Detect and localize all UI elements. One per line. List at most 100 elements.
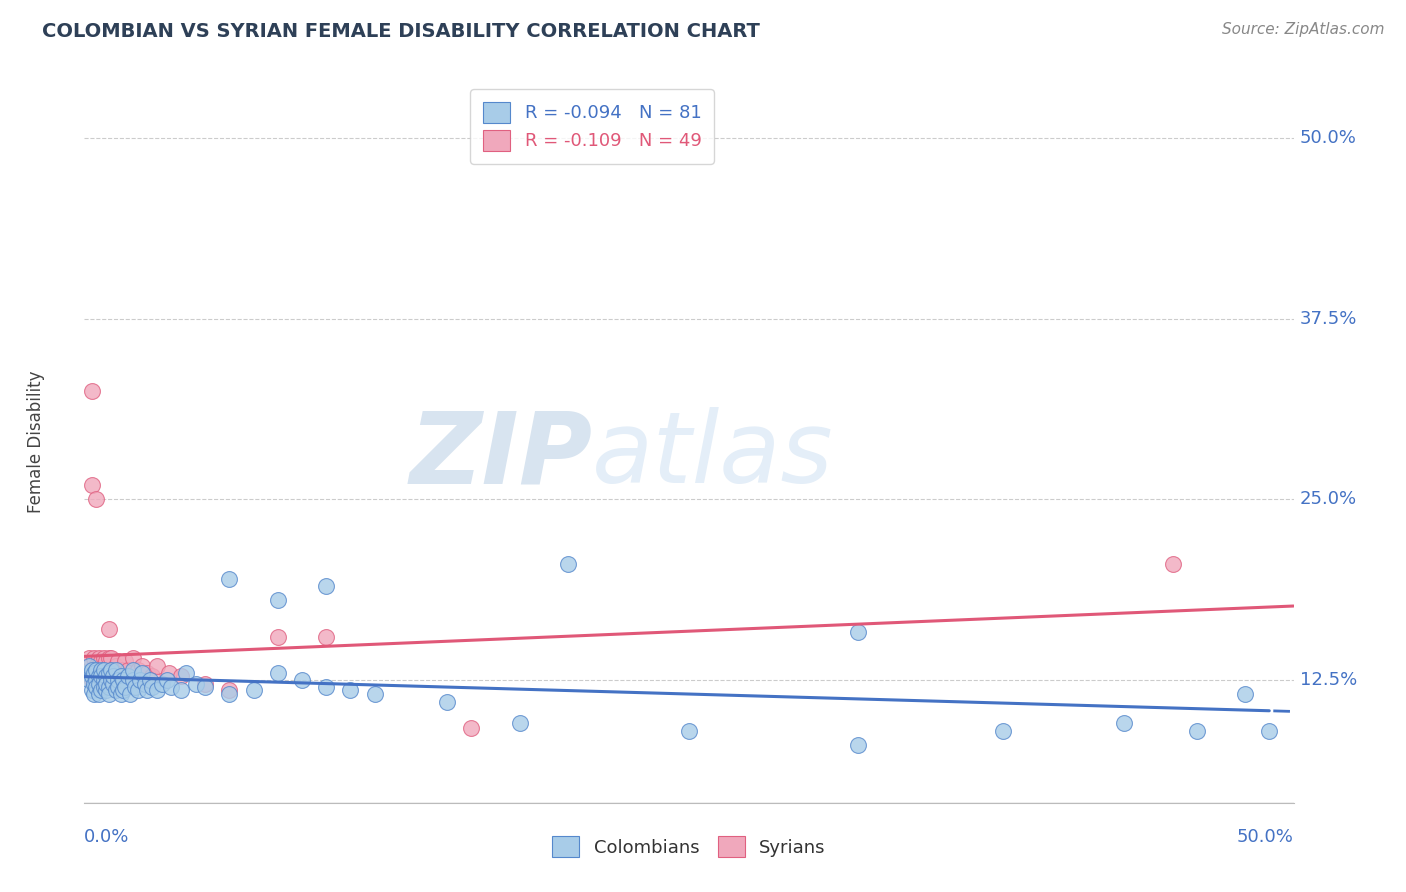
- Point: [90, 668, 112, 682]
- Point: [80, 384, 103, 398]
- Point: [76, 658, 98, 673]
- Text: COLOMBIAN VS SYRIAN FEMALE DISABILITY CORRELATION CHART: COLOMBIAN VS SYRIAN FEMALE DISABILITY CO…: [42, 22, 761, 41]
- Point: [846, 625, 869, 640]
- Point: [146, 658, 169, 673]
- Point: [97, 687, 120, 701]
- Point: [103, 668, 125, 682]
- Point: [103, 663, 125, 677]
- Point: [83, 651, 105, 665]
- Point: [80, 668, 103, 682]
- Point: [136, 665, 159, 680]
- Point: [77, 665, 100, 680]
- Point: [93, 680, 115, 694]
- Point: [131, 658, 153, 673]
- Point: [87, 687, 110, 701]
- Point: [83, 668, 105, 682]
- Point: [155, 673, 177, 687]
- Point: [291, 673, 314, 687]
- Point: [87, 663, 110, 677]
- Point: [100, 663, 122, 677]
- Point: [87, 673, 110, 687]
- Point: [363, 687, 385, 701]
- Point: [1114, 716, 1136, 731]
- Point: [678, 723, 700, 738]
- Point: [121, 651, 143, 665]
- Point: [97, 668, 120, 682]
- Text: 0.0%: 0.0%: [84, 828, 129, 846]
- Point: [121, 663, 143, 677]
- Text: 12.5%: 12.5%: [1299, 671, 1357, 689]
- Point: [157, 665, 180, 680]
- Point: [218, 687, 240, 701]
- Point: [93, 663, 115, 677]
- Legend: Colombians, Syrians: Colombians, Syrians: [543, 827, 835, 866]
- Point: [80, 683, 103, 698]
- Point: [170, 683, 193, 698]
- Point: [86, 668, 108, 682]
- Point: [80, 478, 103, 492]
- Point: [134, 677, 156, 691]
- Point: [100, 651, 122, 665]
- Point: [76, 665, 98, 680]
- Point: [114, 654, 136, 668]
- Point: [184, 677, 207, 691]
- Text: atlas: atlas: [592, 408, 834, 505]
- Point: [170, 668, 193, 682]
- Point: [97, 623, 120, 637]
- Point: [80, 663, 103, 677]
- Point: [97, 651, 120, 665]
- Point: [131, 665, 153, 680]
- Point: [194, 677, 217, 691]
- Point: [86, 680, 108, 694]
- Point: [94, 654, 117, 668]
- Point: [339, 683, 361, 698]
- Point: [112, 683, 135, 698]
- Point: [129, 673, 152, 687]
- Point: [100, 673, 122, 687]
- Point: [141, 680, 163, 694]
- Text: 50.0%: 50.0%: [1299, 129, 1357, 147]
- Point: [87, 668, 110, 682]
- Point: [110, 668, 132, 682]
- Point: [90, 683, 112, 698]
- Point: [90, 654, 112, 668]
- Point: [141, 668, 163, 682]
- Point: [104, 663, 127, 677]
- Point: [218, 572, 240, 586]
- Point: [127, 663, 149, 677]
- Point: [267, 665, 290, 680]
- Text: 37.5%: 37.5%: [1299, 310, 1357, 327]
- Text: ZIP: ZIP: [409, 408, 592, 505]
- Point: [90, 663, 112, 677]
- Point: [242, 683, 264, 698]
- Point: [80, 673, 103, 687]
- Point: [86, 663, 108, 677]
- Point: [107, 680, 129, 694]
- Point: [93, 673, 115, 687]
- Point: [112, 668, 135, 682]
- Point: [315, 630, 337, 644]
- Point: [94, 665, 117, 680]
- Point: [107, 654, 129, 668]
- Point: [77, 673, 100, 687]
- Point: [107, 673, 129, 687]
- Point: [87, 677, 110, 691]
- Point: [87, 651, 110, 665]
- Point: [97, 680, 120, 694]
- Text: 50.0%: 50.0%: [1237, 828, 1294, 846]
- Point: [77, 658, 100, 673]
- Point: [1161, 558, 1184, 572]
- Point: [103, 668, 125, 682]
- Point: [993, 723, 1015, 738]
- Point: [77, 651, 100, 665]
- Point: [94, 668, 117, 682]
- Point: [846, 738, 869, 752]
- Point: [104, 658, 127, 673]
- Point: [112, 673, 135, 687]
- Point: [218, 683, 240, 698]
- Point: [86, 673, 108, 687]
- Point: [114, 680, 136, 694]
- Point: [117, 663, 139, 677]
- Point: [1234, 687, 1257, 701]
- Point: [315, 579, 337, 593]
